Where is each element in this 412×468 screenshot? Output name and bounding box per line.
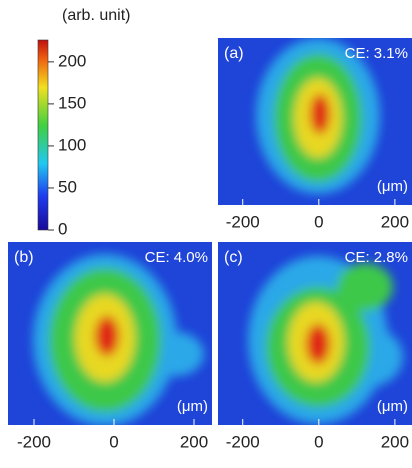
intensity-blobs xyxy=(33,254,204,425)
x-tick-label: 200 xyxy=(381,432,409,451)
colorbar-tick-label: 200 xyxy=(58,51,86,70)
conversion-efficiency: CE: 4.0% xyxy=(145,249,208,266)
intensity-region xyxy=(337,263,393,311)
panel: (a) CE: 3.1% (μm) -200 0 200 xyxy=(218,38,412,231)
intensity-blobs xyxy=(256,38,380,194)
conversion-efficiency: CE: 3.1% xyxy=(345,45,408,62)
colorbar-tick-label: 0 xyxy=(58,219,67,238)
intensity-map xyxy=(33,254,204,425)
panel: (b) CE: 4.0% (μm) -200 0 200 xyxy=(8,242,212,451)
colorbar-tick-label: 100 xyxy=(58,135,86,154)
unit-label: (μm) xyxy=(377,178,408,195)
panel-label: (c) xyxy=(224,249,243,266)
x-tick-label: -200 xyxy=(226,212,260,231)
x-tick-label: -200 xyxy=(17,432,51,451)
colorbar-label: (arb. unit) xyxy=(62,7,130,24)
intensity-blobs xyxy=(248,256,403,424)
panel-label: (b) xyxy=(14,249,34,266)
x-tick-label: 0 xyxy=(314,432,323,451)
colorbar xyxy=(37,39,49,231)
x-tick-label: 200 xyxy=(381,212,409,231)
x-tick-label: -200 xyxy=(226,432,260,451)
unit-label: (μm) xyxy=(177,398,208,415)
intensity-map xyxy=(248,256,403,424)
colorbar-tick-label: 150 xyxy=(58,93,86,112)
panel-label: (a) xyxy=(224,45,244,62)
intensity-region xyxy=(306,324,330,364)
intensity-region xyxy=(310,94,330,134)
unit-label: (μm) xyxy=(377,398,408,415)
x-tick-label: 0 xyxy=(109,432,118,451)
intensity-map xyxy=(256,38,380,194)
x-tick-label: 0 xyxy=(314,212,323,231)
x-tick-label: 200 xyxy=(180,432,208,451)
panel: (c) CE: 2.8% (μm) -200 0 200 xyxy=(218,242,412,451)
conversion-efficiency: CE: 2.8% xyxy=(345,249,408,266)
colorbar-tick-label: 50 xyxy=(58,177,77,196)
intensity-region xyxy=(95,316,119,356)
